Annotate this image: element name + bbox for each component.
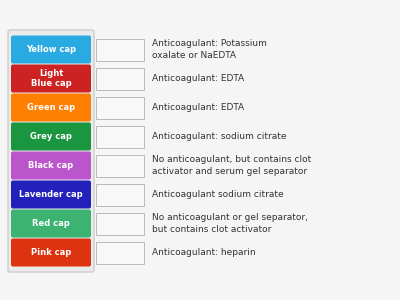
Text: Grey cap: Grey cap: [30, 132, 72, 141]
Bar: [96, 154, 144, 176]
FancyBboxPatch shape: [11, 209, 91, 238]
Text: Lavender cap: Lavender cap: [19, 190, 83, 199]
Text: Red cap: Red cap: [32, 219, 70, 228]
Text: Anticoagulant: Potassium
oxalate or NaEDTA: Anticoagulant: Potassium oxalate or NaED…: [152, 39, 267, 59]
FancyBboxPatch shape: [11, 35, 91, 64]
Bar: [96, 242, 144, 263]
Text: Light
Blue cap: Light Blue cap: [31, 69, 71, 88]
Text: Pink cap: Pink cap: [31, 248, 71, 257]
FancyBboxPatch shape: [11, 94, 91, 122]
FancyBboxPatch shape: [11, 238, 91, 266]
Text: Anticoagulant sodium citrate: Anticoagulant sodium citrate: [152, 190, 284, 199]
Text: Anticoagulant: sodium citrate: Anticoagulant: sodium citrate: [152, 132, 286, 141]
Text: Yellow cap: Yellow cap: [26, 45, 76, 54]
Text: Anticoagulant: EDTA: Anticoagulant: EDTA: [152, 103, 244, 112]
FancyBboxPatch shape: [11, 122, 91, 151]
Bar: [96, 97, 144, 119]
FancyBboxPatch shape: [11, 64, 91, 92]
Text: Green cap: Green cap: [27, 103, 75, 112]
Text: Anticoagulant: EDTA: Anticoagulant: EDTA: [152, 74, 244, 83]
Text: Black cap: Black cap: [28, 161, 74, 170]
FancyBboxPatch shape: [11, 181, 91, 208]
FancyBboxPatch shape: [11, 152, 91, 179]
Text: No anticoagulant, but contains clot
activator and serum gel separator: No anticoagulant, but contains clot acti…: [152, 155, 311, 176]
FancyBboxPatch shape: [8, 30, 94, 272]
Bar: [96, 68, 144, 89]
Bar: [96, 38, 144, 61]
Text: Anticoagulant: heparin: Anticoagulant: heparin: [152, 248, 256, 257]
Bar: [96, 125, 144, 148]
Bar: [96, 184, 144, 206]
Text: No anticoagulant or gel separator,
but contains clot activator: No anticoagulant or gel separator, but c…: [152, 214, 308, 233]
Bar: [96, 212, 144, 235]
